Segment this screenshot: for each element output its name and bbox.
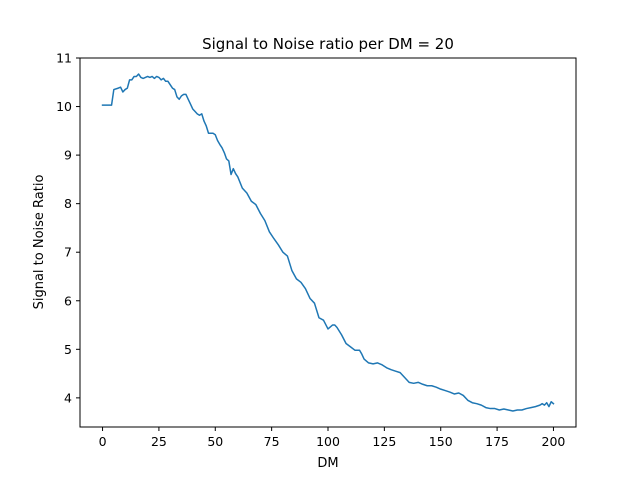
x-tick-label: 0 xyxy=(99,434,107,449)
x-tick-label: 200 xyxy=(542,434,566,449)
chart-title: Signal to Noise ratio per DM = 20 xyxy=(202,35,454,53)
x-tick-label: 75 xyxy=(264,434,280,449)
x-tick-label: 150 xyxy=(429,434,453,449)
y-tick-label: 7 xyxy=(64,245,72,260)
y-axis-label: Signal to Noise Ratio xyxy=(32,175,47,310)
x-tick-label: 125 xyxy=(372,434,396,449)
y-tick-label: 9 xyxy=(64,148,72,163)
x-tick-label: 50 xyxy=(207,434,223,449)
y-tick-label: 4 xyxy=(64,390,72,405)
x-axis-label: DM xyxy=(317,456,338,471)
y-tick-label: 10 xyxy=(56,99,72,114)
y-tick-label: 6 xyxy=(64,293,72,308)
x-tick-label: 25 xyxy=(151,434,167,449)
plot-area: 0 25 50 75 100 125 150 175 200 4 5 6 7 8 9 10 11 xyxy=(56,51,577,449)
y-tick-label: 11 xyxy=(56,51,72,66)
series-line-0 xyxy=(101,73,555,412)
y-tick-label: 5 xyxy=(64,342,72,357)
y-tick-label: 8 xyxy=(64,196,72,211)
x-tick-label: 175 xyxy=(485,434,509,449)
x-tick-label: 100 xyxy=(316,434,340,449)
